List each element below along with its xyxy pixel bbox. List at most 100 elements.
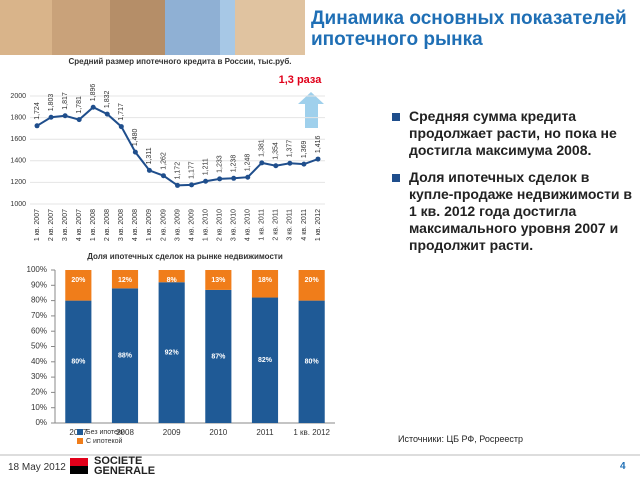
value-label: 1,817 bbox=[62, 92, 69, 110]
bar-segment bbox=[205, 270, 232, 290]
point bbox=[203, 178, 209, 184]
y-tick-label: 1600 bbox=[10, 136, 26, 143]
point bbox=[301, 161, 307, 167]
x-tick-label: 3 кв. 2008 bbox=[118, 209, 125, 241]
value-label: 1,233 bbox=[216, 155, 223, 173]
y-tick-label: 80% bbox=[31, 296, 47, 305]
x-tick-label: 3 кв. 2010 bbox=[231, 209, 238, 241]
x-tick-label: 3 кв. 2011 bbox=[287, 209, 294, 241]
date: 18 May 2012 bbox=[8, 462, 66, 473]
bar-segment bbox=[158, 282, 185, 423]
y-tick-label: 1800 bbox=[10, 114, 26, 121]
point bbox=[287, 160, 293, 166]
x-tick-label: 1 кв. 2010 bbox=[202, 209, 209, 241]
y-tick-label: 50% bbox=[31, 342, 47, 351]
x-tick-label: 2 кв. 2010 bbox=[216, 209, 223, 241]
value-label: 1,717 bbox=[118, 103, 125, 121]
point bbox=[90, 104, 96, 110]
value-label: 1,354 bbox=[273, 142, 280, 160]
value-label: 1,177 bbox=[188, 161, 195, 179]
page-number: 4 bbox=[620, 461, 626, 472]
value-label: 1,381 bbox=[259, 139, 266, 157]
bar-segment bbox=[65, 270, 92, 301]
value-label: 12% bbox=[118, 277, 133, 284]
x-tick-label: 1 кв. 2008 bbox=[90, 209, 97, 241]
x-tick-label: 2 кв. 2011 bbox=[273, 209, 280, 241]
photo-strip bbox=[0, 0, 305, 55]
y-tick-label: 1200 bbox=[10, 179, 26, 186]
bar-segment bbox=[111, 288, 139, 423]
value-label: 20% bbox=[71, 277, 86, 284]
bar-segment bbox=[111, 270, 139, 289]
chart-title: Доля ипотечных сделок на рынке недвижимо… bbox=[87, 252, 283, 261]
point bbox=[189, 182, 195, 188]
value-label: 1,248 bbox=[245, 154, 252, 172]
y-tick-label: 60% bbox=[31, 326, 47, 335]
chart-title: Средний размер ипотечного кредита в Росс… bbox=[68, 57, 291, 66]
x-tick-label: 1 кв. 2011 bbox=[259, 209, 266, 241]
legend-swatch bbox=[77, 438, 83, 444]
x-tick-label: 2008 bbox=[116, 428, 134, 437]
value-label: 1,480 bbox=[132, 129, 139, 147]
value-label: 92% bbox=[165, 349, 180, 356]
annotation: 1,3 раза bbox=[279, 74, 323, 86]
x-tick-label: 4 кв. 2007 bbox=[76, 209, 83, 241]
point bbox=[175, 182, 180, 188]
bar-segment bbox=[205, 289, 232, 423]
x-tick-label: 2011 bbox=[256, 428, 274, 437]
value-label: 1,262 bbox=[160, 152, 167, 170]
point bbox=[118, 124, 124, 130]
point bbox=[34, 123, 40, 129]
value-label: 20% bbox=[305, 277, 320, 284]
bar-segment bbox=[158, 270, 185, 283]
x-tick-label: 1 кв. 2009 bbox=[146, 209, 153, 241]
point bbox=[132, 149, 138, 155]
legend-label: Без ипотеки bbox=[86, 429, 125, 436]
x-tick-label: 2010 bbox=[209, 428, 227, 437]
point bbox=[48, 114, 54, 120]
bullets: Средняя сумма кредита продолжает расти, … bbox=[392, 108, 634, 264]
y-tick-label: 30% bbox=[31, 372, 47, 381]
value-label: 88% bbox=[118, 353, 133, 360]
y-tick-label: 100% bbox=[27, 265, 47, 274]
point bbox=[315, 156, 321, 162]
x-tick-label: 1 кв. 2007 bbox=[34, 209, 41, 241]
source: Источники: ЦБ РФ, Росреестр bbox=[398, 434, 524, 444]
value-label: 1,416 bbox=[315, 135, 322, 153]
x-tick-label: 2 кв. 2008 bbox=[104, 209, 111, 241]
x-tick-label: 3 кв. 2009 bbox=[174, 209, 181, 241]
legend-label: С ипотекой bbox=[86, 437, 122, 445]
value-label: 1,832 bbox=[104, 91, 111, 109]
arrow bbox=[298, 92, 324, 128]
bar-segment bbox=[251, 297, 279, 423]
x-tick-label: 3 кв. 2007 bbox=[62, 209, 69, 241]
x-tick-label: 4 кв. 2011 bbox=[301, 209, 308, 241]
bullet: Доля ипотечных сделок в купле-продаже не… bbox=[392, 169, 634, 254]
point bbox=[160, 173, 166, 179]
value-label: 1,369 bbox=[301, 141, 308, 159]
company: SOCIETE GENERALE bbox=[94, 455, 156, 477]
y-tick-label: 70% bbox=[31, 311, 47, 320]
value-label: 1,238 bbox=[231, 155, 238, 173]
value-label: 18% bbox=[258, 277, 273, 284]
value-label: 1,781 bbox=[76, 96, 83, 114]
y-tick-label: 1000 bbox=[10, 201, 26, 208]
y-tick-label: 20% bbox=[31, 388, 47, 397]
y-tick-label: 0% bbox=[35, 418, 47, 427]
bar-segment bbox=[298, 270, 325, 301]
logo-mark bbox=[70, 466, 88, 474]
x-tick-label: 4 кв. 2010 bbox=[245, 209, 252, 241]
value-label: 80% bbox=[71, 359, 86, 366]
value-label: 1,211 bbox=[202, 158, 209, 175]
value-label: 13% bbox=[211, 277, 226, 284]
legend-swatch bbox=[77, 429, 83, 435]
point bbox=[104, 111, 110, 117]
x-tick-label: 2 кв. 2009 bbox=[160, 209, 167, 241]
y-tick-label: 90% bbox=[31, 280, 47, 289]
bar-segment bbox=[65, 300, 92, 423]
value-label: 1,172 bbox=[174, 162, 181, 180]
y-tick-label: 10% bbox=[31, 403, 47, 412]
title: Динамика основных показателей ипотечного… bbox=[311, 8, 627, 50]
